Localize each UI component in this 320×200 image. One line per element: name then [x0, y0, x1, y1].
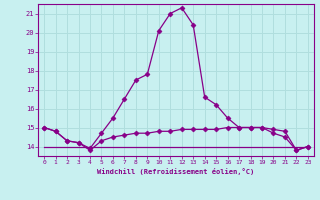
- X-axis label: Windchill (Refroidissement éolien,°C): Windchill (Refroidissement éolien,°C): [97, 168, 255, 175]
